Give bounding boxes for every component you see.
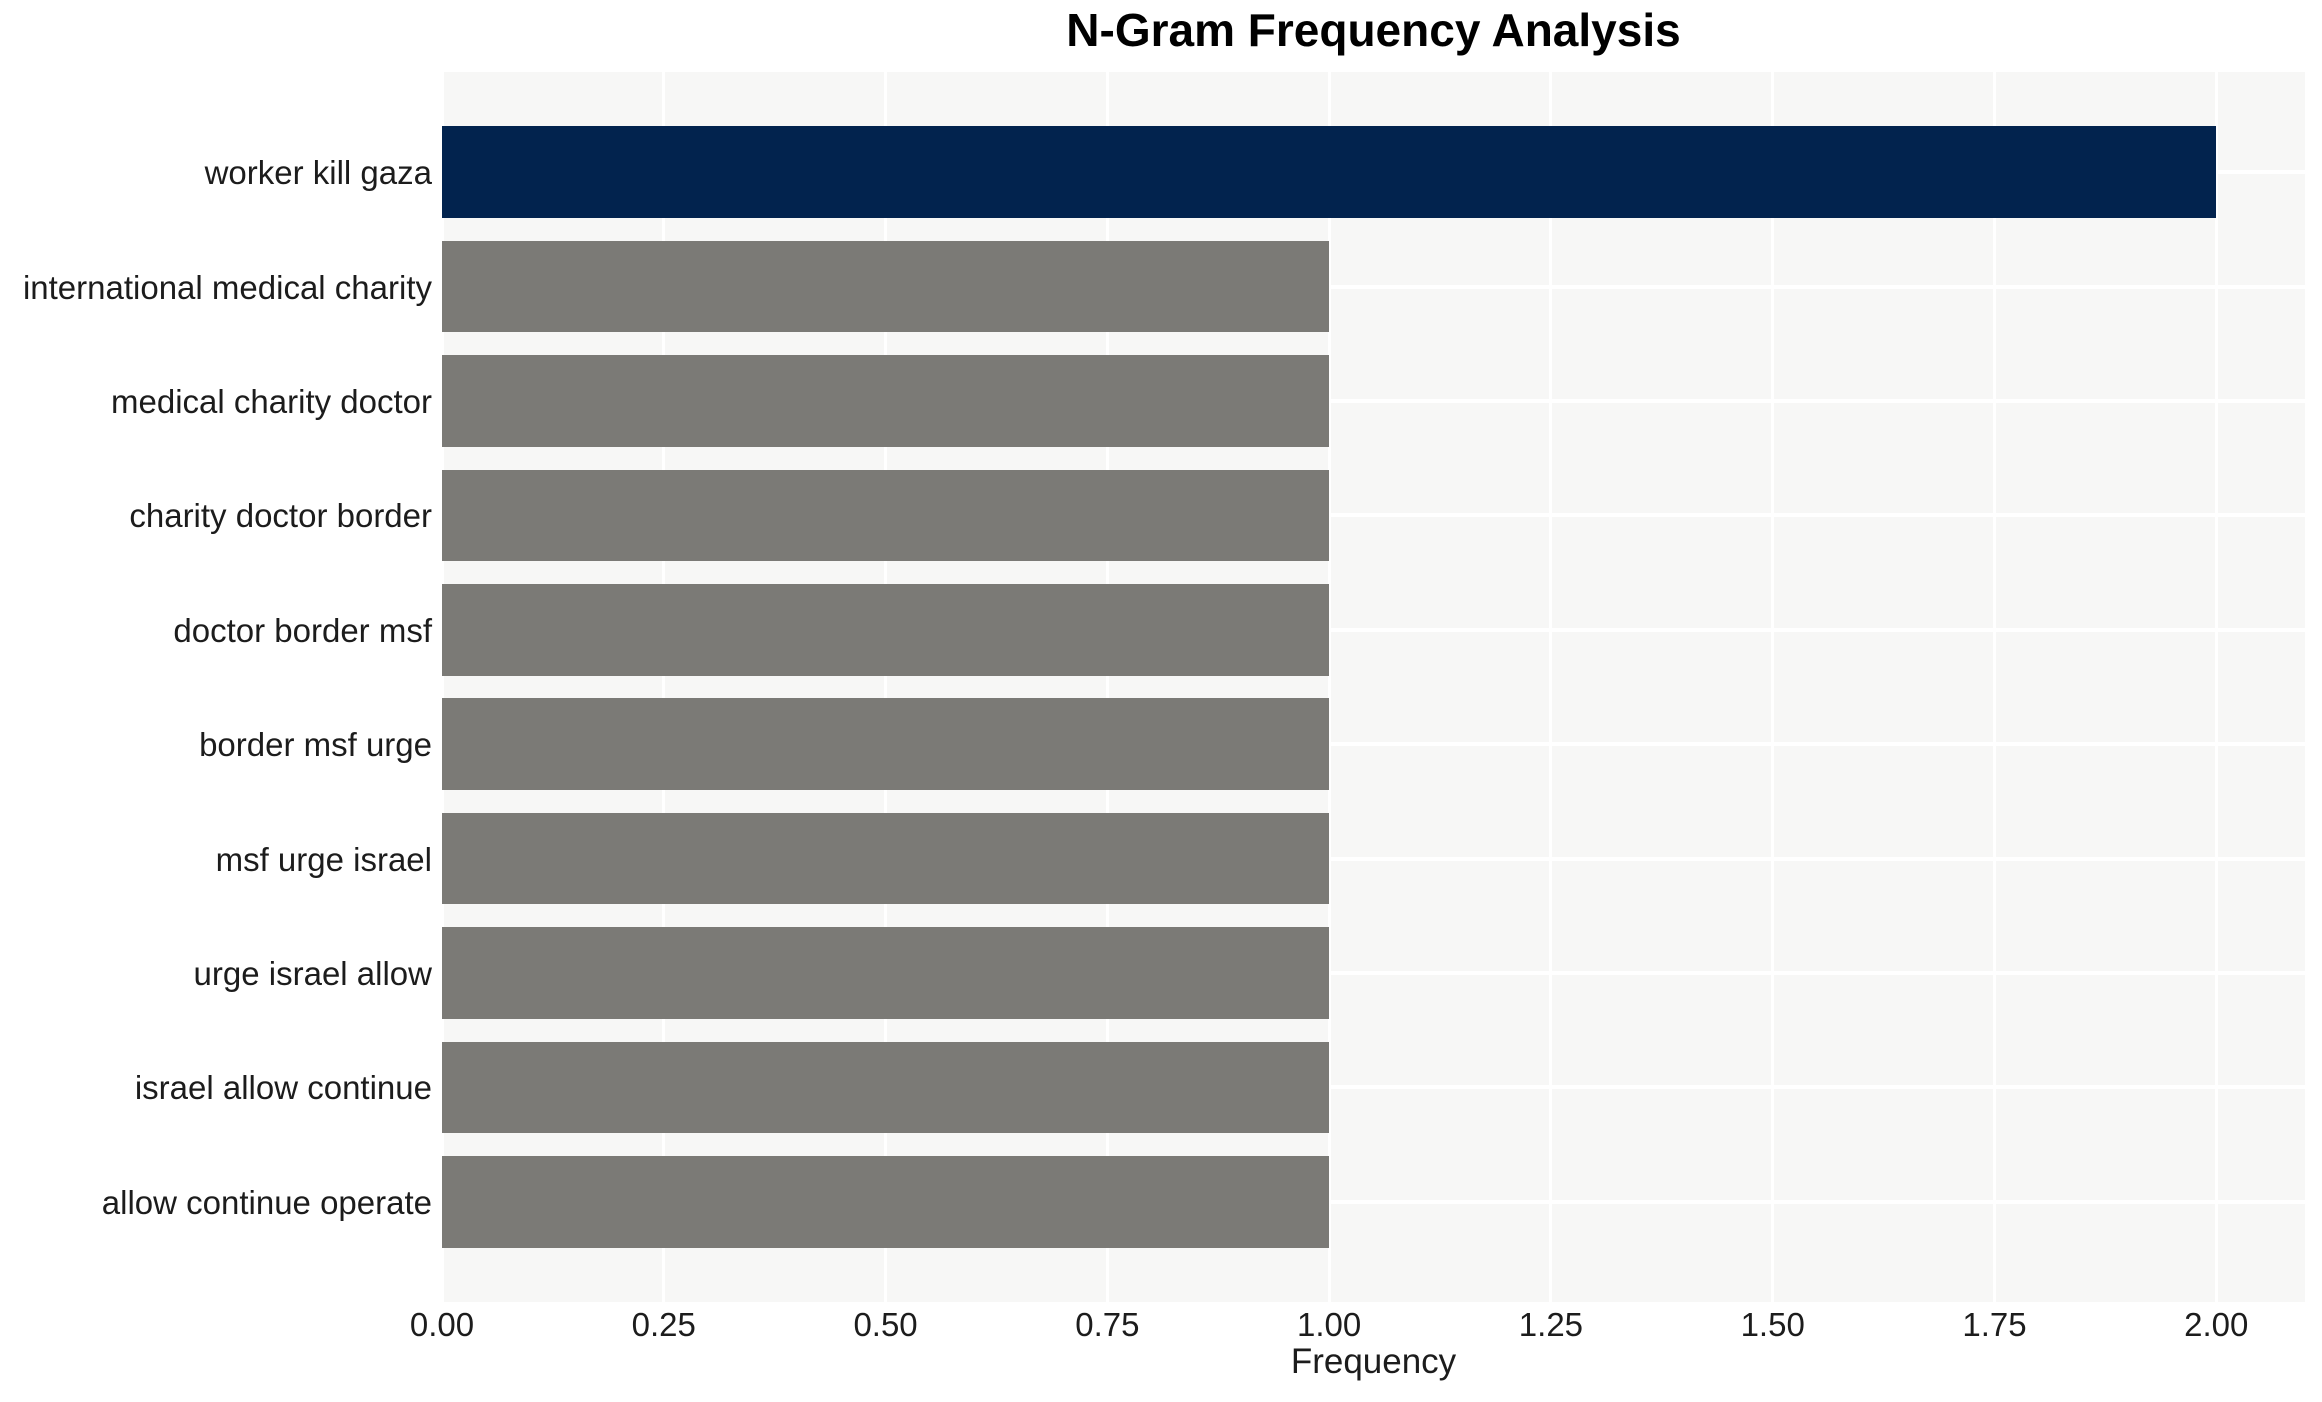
plot-area <box>440 72 2305 1302</box>
x-tick-label: 0.25 <box>631 1306 696 1343</box>
x-tick-label: 2.00 <box>2184 1306 2249 1343</box>
bar-israel-allow-continue <box>442 1041 1330 1134</box>
bar-medical-charity-doctor <box>442 355 1330 447</box>
bar-worker-kill-gaza <box>442 126 2217 218</box>
x-tick-label: 0.50 <box>853 1306 918 1343</box>
y-tick-label: doctor border msf <box>173 611 432 649</box>
gridline-vertical <box>2214 72 2218 1302</box>
gridline-horizontal <box>442 971 2305 975</box>
gridline-horizontal <box>442 399 2305 403</box>
gridline-vertical <box>1549 72 1553 1302</box>
chart-title: N-Gram Frequency Analysis <box>1066 4 1681 56</box>
y-tick-label: charity doctor border <box>129 497 432 535</box>
x-tick-label: 1.75 <box>1962 1306 2027 1343</box>
gridline-vertical <box>1771 72 1775 1302</box>
y-tick-label: urge israel allow <box>193 955 432 992</box>
x-tick-label: 1.25 <box>1518 1306 1584 1343</box>
bar-allow-continue-operate <box>442 1156 1330 1248</box>
x-axis-label: Frequency <box>1290 1342 1457 1381</box>
y-tick-label: allow continue operate <box>101 1183 432 1221</box>
gridline-vertical <box>1993 72 1996 1302</box>
y-tick-label: international medical charity <box>22 268 432 306</box>
gridline-vertical <box>1327 72 1331 1302</box>
x-tick-label: 0.00 <box>409 1306 475 1343</box>
bar-msf-urge-israel <box>442 812 1330 905</box>
gridline-horizontal <box>442 1085 2305 1090</box>
gridline-vertical <box>1105 72 1109 1302</box>
y-tick-label: worker kill gaza <box>204 154 432 192</box>
gridline-horizontal <box>442 627 2305 632</box>
gridline-vertical <box>662 72 666 1302</box>
bar-charity-doctor-border <box>442 469 1330 562</box>
gridline-horizontal <box>442 856 2305 861</box>
gridline-horizontal <box>442 513 2305 518</box>
bar-international-medical-charity <box>442 240 1330 333</box>
gridline-horizontal <box>442 284 2305 289</box>
x-tick-label: 1.00 <box>1297 1306 1362 1343</box>
gridline-horizontal <box>442 742 2305 747</box>
y-tick-label: msf urge israel <box>215 840 432 878</box>
y-tick-label: border msf urge <box>199 726 432 764</box>
y-tick-label: medical charity doctor <box>111 383 432 420</box>
x-tick-label: 0.75 <box>1075 1306 1140 1343</box>
gridline-vertical <box>884 72 888 1302</box>
bar-doctor-border-msf <box>442 584 1330 676</box>
gridline-vertical <box>440 72 444 1302</box>
bar-border-msf-urge <box>442 698 1330 790</box>
x-tick-label: 1.50 <box>1740 1306 1805 1343</box>
y-tick-label: israel allow continue <box>134 1069 432 1107</box>
bar-urge-israel-allow <box>442 927 1330 1019</box>
gridline-horizontal <box>442 1199 2305 1204</box>
